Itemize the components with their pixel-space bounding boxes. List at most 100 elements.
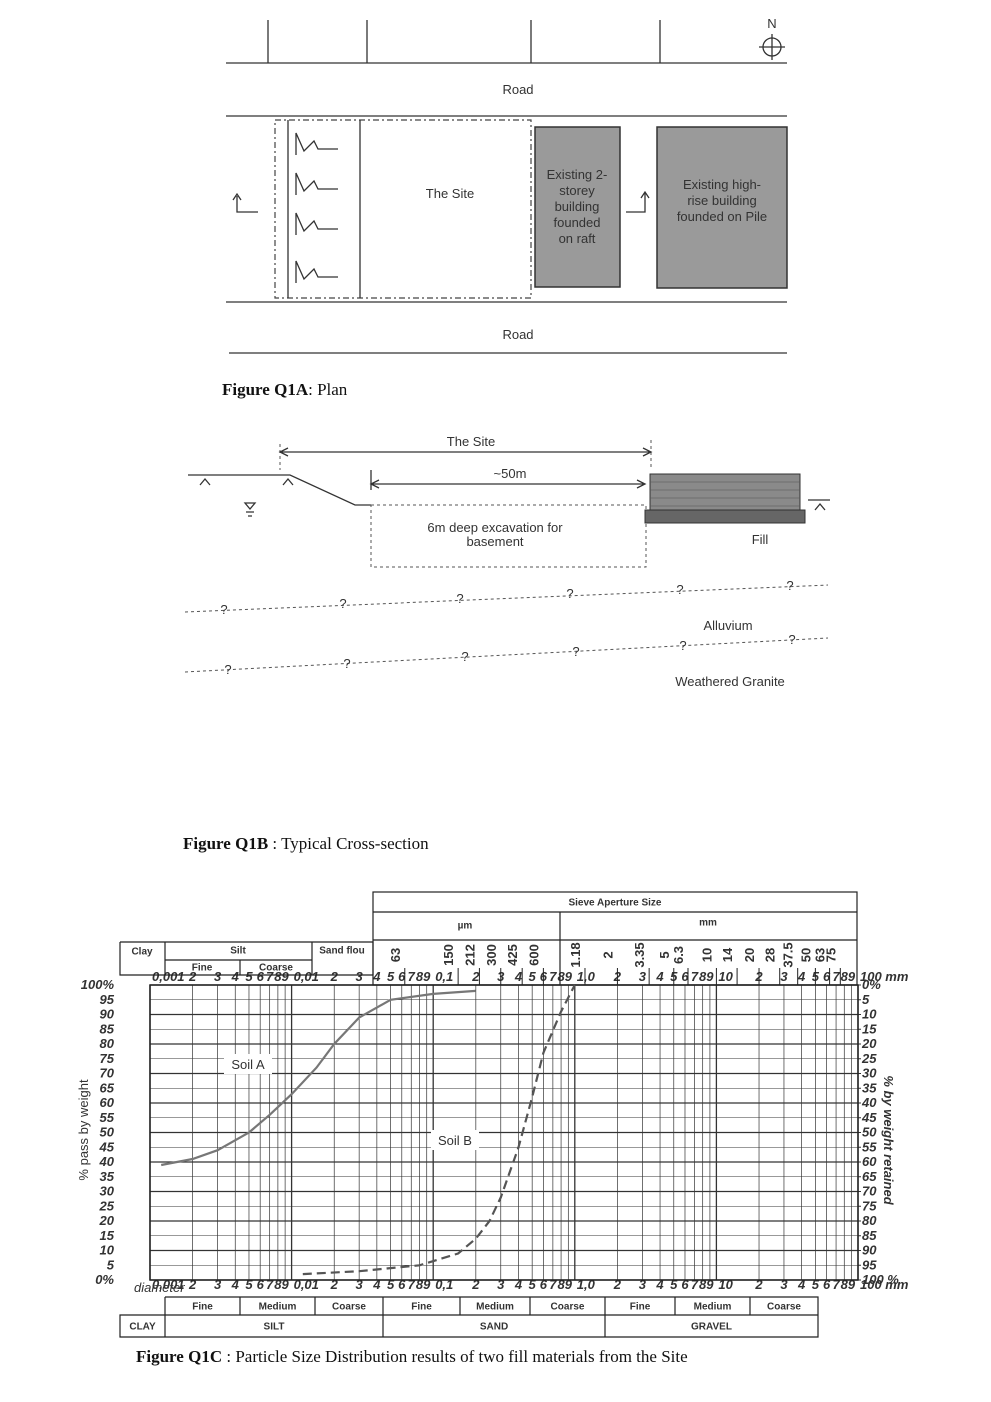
stratum-boundaries [184, 584, 829, 673]
building-text: founded [554, 215, 601, 230]
x-tick-label: 3 [214, 1277, 222, 1292]
label-box [431, 1130, 479, 1150]
x-tick-label: 9 [565, 969, 573, 984]
caption: Figure Q1C : Particle Size Distribution … [136, 1347, 688, 1366]
x-tick-label: 9 [282, 969, 290, 984]
sieve-label: 600 [526, 944, 541, 966]
unknown: ? [461, 649, 468, 664]
size-label: Coarse [332, 1302, 366, 1313]
x-tick-label: 2 [471, 969, 480, 984]
caption-text: : Particle Size Distribution results of … [222, 1347, 688, 1366]
sieve-label: 212 [462, 944, 477, 966]
class-label: Fine [192, 963, 213, 974]
building-text: building [555, 199, 600, 214]
size-label: Medium [694, 1302, 732, 1313]
x-tick-label: 2 [188, 1277, 197, 1292]
x-tick-label: 8 [416, 1277, 424, 1292]
x-tick-label: 7 [691, 969, 699, 984]
x-tick-label: 5 [387, 1277, 395, 1292]
size-label: Medium [259, 1302, 297, 1313]
y2-tick-label: 60 [862, 1154, 877, 1169]
existing-building [534, 126, 621, 288]
sieve-label: 28 [763, 948, 778, 962]
sieve-unit: mm [699, 918, 717, 929]
sieve-label: 75 [823, 948, 838, 962]
north-label: N [767, 16, 776, 31]
stratum-label: Alluvium [703, 618, 752, 633]
figure-b: The Site ~50m 6m deep excavation for bas… [183, 434, 830, 853]
unknown: ? [339, 596, 346, 611]
x-tick-label: 100 mm [860, 1277, 909, 1292]
x-tick-label: 8 [841, 1277, 849, 1292]
y-tick-label: 35 [100, 1169, 115, 1184]
class-label: SILT [264, 1322, 285, 1333]
y2-tick-label: 30 [862, 1066, 877, 1081]
y-tick-label: 15 [100, 1228, 115, 1243]
y2-tick-label: 65 [862, 1169, 877, 1184]
y-tick-label: 45 [99, 1139, 115, 1154]
y2-tick-label: 50 [862, 1125, 877, 1140]
sieve-label: 37.5 [781, 942, 796, 967]
x-axis-label: diameter [134, 1280, 185, 1295]
y-tick-label: 70 [100, 1066, 115, 1081]
y-tick-label: 90 [100, 1007, 115, 1022]
y2-tick-label: 20 [861, 1036, 877, 1051]
class-label: Sand flou [319, 946, 365, 957]
x-tick-label: 6 [257, 1277, 265, 1292]
x-tick-label: 8 [274, 1277, 282, 1292]
x-tick-label: 8 [416, 969, 424, 984]
width-dimension [369, 470, 647, 490]
y2-tick-label: 90 [862, 1243, 877, 1258]
y-tick-label: 100% [81, 977, 115, 992]
x-tick-label: 2 [471, 1277, 480, 1292]
x-tick-label: 7 [266, 1277, 274, 1292]
y2-tick-label: 80 [862, 1213, 877, 1228]
x-tick-label: 2 [613, 1277, 622, 1292]
x-tick-label: 5 [245, 1277, 253, 1292]
x-tick-label: 6 [257, 969, 265, 984]
y-tick-label: 60 [100, 1095, 115, 1110]
class-table [119, 941, 374, 976]
x-tick-label: 4 [655, 1277, 664, 1292]
x-tick-label: 1,0 [577, 969, 596, 984]
sieve-title: Sieve Aperture Size [568, 898, 661, 909]
x-tick-label: 5 [670, 1277, 678, 1292]
y2-tick-label: 0% [862, 977, 881, 992]
x-tick-label: 100 mm [860, 969, 909, 984]
x-tick-label: 9 [706, 969, 714, 984]
y2-tick-label: 35 [862, 1080, 877, 1095]
label-box [224, 1054, 272, 1074]
x-tick-label: 8 [699, 969, 707, 984]
extent-lines [279, 440, 652, 470]
y-tick-label: 20 [99, 1213, 115, 1228]
unknown-marks: ? ? ? ? ? ? ? ? ? ? ? ? [220, 578, 795, 677]
size-label: Fine [192, 1302, 213, 1313]
y-tick-label: 55 [100, 1110, 115, 1125]
size-label: Coarse [767, 1302, 801, 1313]
x-tick-label: 6 [681, 969, 689, 984]
x-tick-label: 4 [797, 969, 806, 984]
sieve-header [372, 891, 858, 986]
caption-label: Figure Q1A [222, 380, 309, 399]
x-tick-label: 6 [398, 1277, 406, 1292]
x-tick-label: 4 [231, 1277, 240, 1292]
y2-axis-label: % by weight retained [881, 1075, 896, 1205]
sieve-label: 14 [720, 947, 735, 962]
figure-a: N Road The Site Existing 2- storey build… [222, 16, 788, 399]
y2-tick-label: 70 [862, 1184, 877, 1199]
x-tick-label: 9 [848, 969, 856, 984]
sieve-label: 2 [600, 951, 615, 958]
width-label: ~50m [494, 466, 527, 481]
sieve-label: 150 [441, 944, 456, 966]
x-tick-label: 10 [718, 969, 733, 984]
size-label: Fine [630, 1302, 651, 1313]
x-tick-label: 9 [706, 1277, 714, 1292]
fill-label: Fill [752, 532, 769, 547]
building-text: on raft [559, 231, 596, 246]
class-label: CLAY [129, 1322, 156, 1333]
y-tick-label: 80 [100, 1036, 115, 1051]
building-text: founded on Pile [677, 209, 767, 224]
building-text: rise building [687, 193, 756, 208]
site-label: The Site [426, 186, 474, 201]
